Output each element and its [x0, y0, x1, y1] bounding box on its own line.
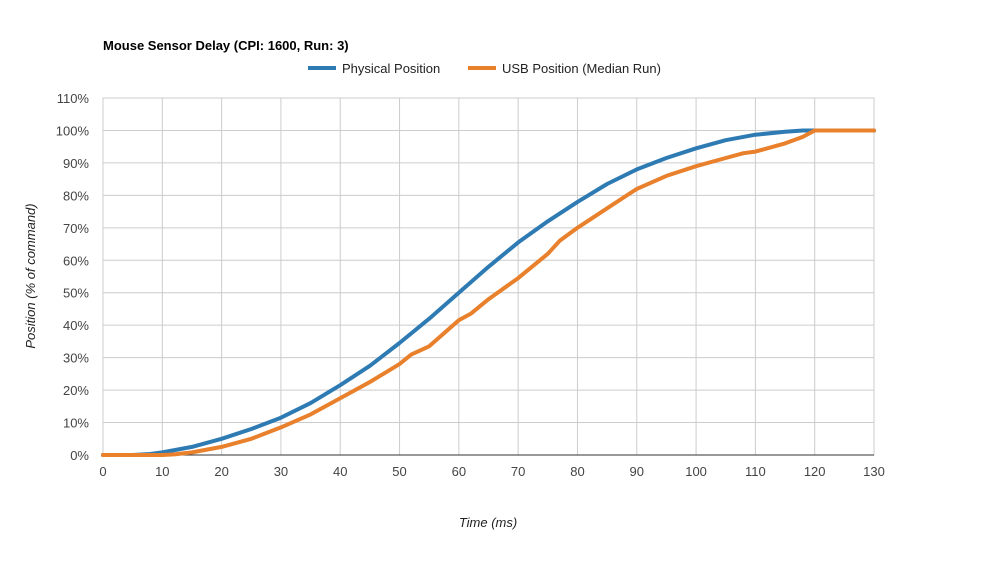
x-tick-label: 60	[452, 464, 466, 479]
x-tick-label: 20	[214, 464, 228, 479]
x-tick-label: 90	[630, 464, 644, 479]
series-lines	[101, 128, 876, 457]
chart-title: Mouse Sensor Delay (CPI: 1600, Run: 3)	[103, 38, 349, 53]
x-tick-label: 40	[333, 464, 347, 479]
x-tick-label: 120	[804, 464, 826, 479]
x-tick-label: 110	[745, 464, 766, 479]
series-line-1	[101, 128, 876, 457]
y-axis-label: Position (% of command)	[23, 203, 38, 348]
y-tick-label: 70%	[63, 221, 89, 236]
y-tick-label: 50%	[63, 286, 89, 301]
y-tick-label: 0%	[70, 448, 89, 463]
x-tick-label: 50	[392, 464, 406, 479]
x-tick-label: 100	[685, 464, 707, 479]
y-tick-label: 90%	[63, 156, 89, 171]
x-axis-ticks: 0 10 20 30 40 50 60 70 80 90 100 110 120 130	[99, 464, 884, 479]
x-tick-label: 10	[155, 464, 169, 479]
x-tick-label: 30	[274, 464, 288, 479]
x-tick-label: 130	[863, 464, 885, 479]
x-axis-label: Time (ms)	[459, 515, 517, 530]
x-tick-label: 0	[99, 464, 106, 479]
x-tick-label: 70	[511, 464, 525, 479]
y-tick-label: 30%	[63, 351, 89, 366]
y-tick-label: 110%	[57, 91, 90, 106]
y-tick-label: 20%	[63, 383, 89, 398]
y-tick-label: 10%	[63, 416, 89, 431]
y-tick-label: 100%	[56, 123, 90, 138]
y-tick-label: 60%	[63, 253, 89, 268]
legend-label-physical-position: Physical Position	[342, 61, 440, 76]
series-line-0	[101, 128, 876, 457]
x-tick-label: 80	[570, 464, 584, 479]
legend: Physical Position USB Position (Median R…	[308, 61, 661, 76]
y-tick-label: 40%	[63, 318, 89, 333]
y-axis-ticks: 0% 10% 20% 30% 40% 50% 60% 70% 80% 90% 100% 110%	[56, 91, 90, 463]
y-tick-label: 80%	[63, 188, 89, 203]
legend-label-usb-position: USB Position (Median Run)	[502, 61, 661, 76]
